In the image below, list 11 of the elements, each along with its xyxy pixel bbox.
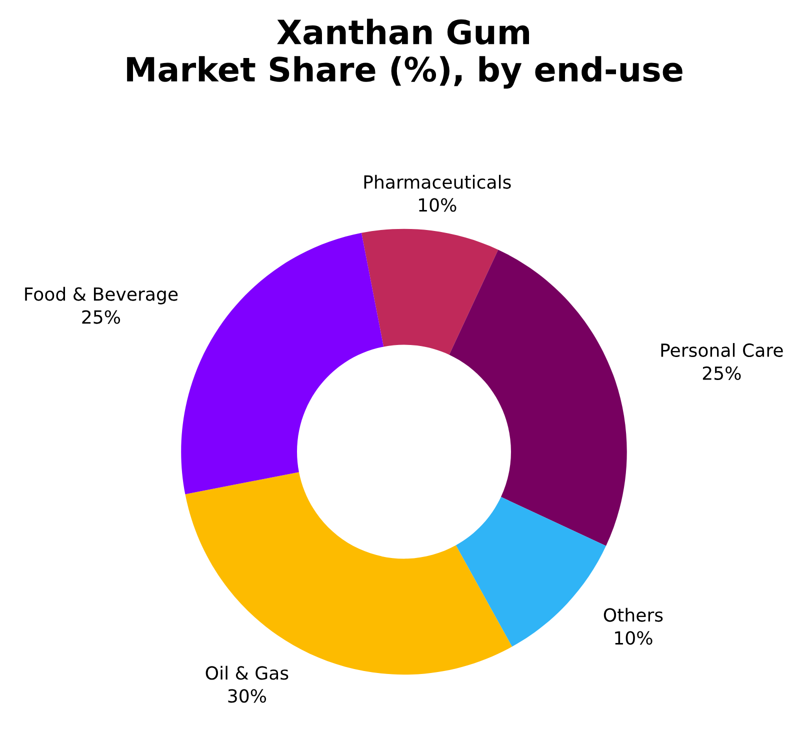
data-label: 25%: [702, 366, 741, 380]
data-label: 10%: [419, 198, 456, 212]
data-label: 25%: [82, 310, 120, 324]
slice-label: Oil & Gas: [206, 666, 288, 680]
data-label: 10%: [615, 631, 652, 645]
slice-label: Food & Beverage: [25, 286, 178, 304]
chart-title: Xanthan Gum Market Share (%), by end-use: [127, 18, 682, 89]
slice-label: Pharmaceuticals: [364, 174, 511, 189]
data-label: 30%: [228, 689, 266, 703]
slice-label: Others: [604, 608, 663, 622]
slice-label: Personal Care: [661, 343, 783, 358]
